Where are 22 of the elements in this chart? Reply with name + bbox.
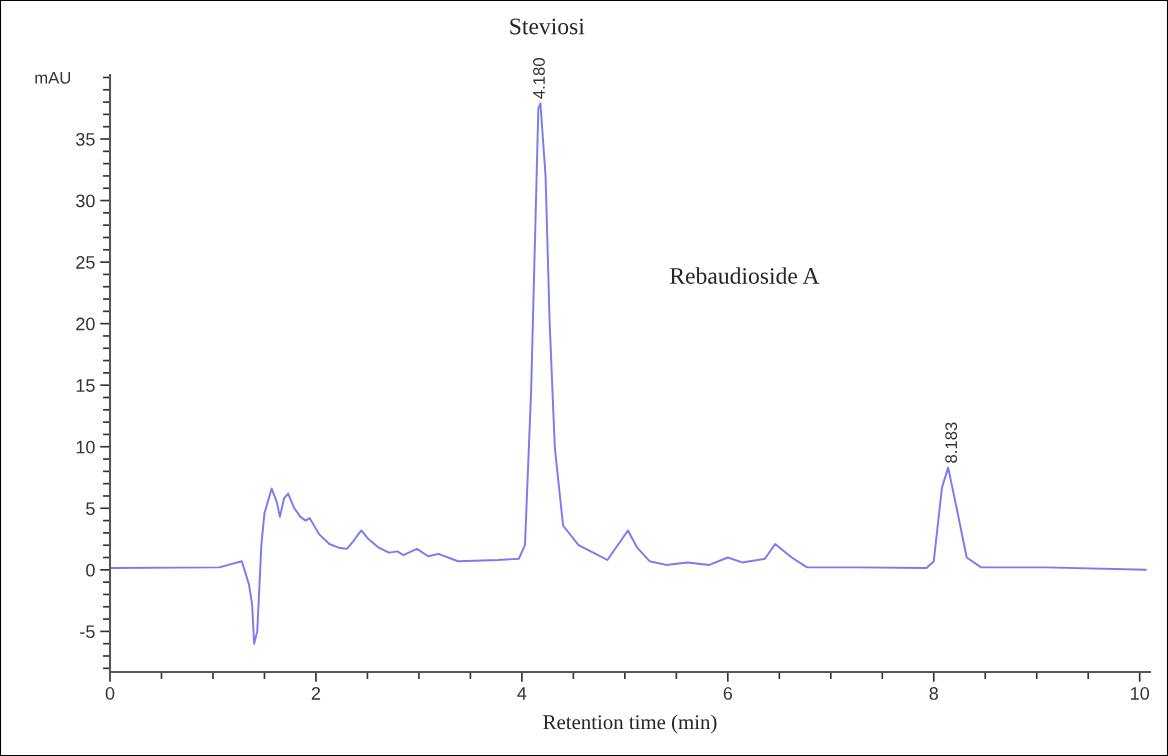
annotation: 8.183 <box>945 422 958 463</box>
y-tick-label: -5 <box>80 625 95 639</box>
y-tick-label: 0 <box>86 563 95 577</box>
y-tick-label: 30 <box>76 194 95 208</box>
y-tick-label: 10 <box>76 440 95 454</box>
y-tick-label: 35 <box>76 132 95 146</box>
y-tick-label: 5 <box>86 502 95 516</box>
y-axis-title: mAU <box>35 72 71 84</box>
x-tick-label: 4 <box>517 687 527 700</box>
x-tick-label: 0 <box>105 687 115 700</box>
annotation: 4.180 <box>533 58 545 99</box>
x-tick-label: 6 <box>723 687 733 700</box>
y-tick-label: 20 <box>76 317 95 331</box>
x-tick-label: 10 <box>1131 687 1150 700</box>
y-tick-label: 25 <box>76 256 95 269</box>
x-tick-label: 2 <box>311 687 321 700</box>
annotation: Rebaudioside A <box>669 267 820 284</box>
line-series <box>110 102 1147 645</box>
chart-title: Steviosi <box>510 18 585 35</box>
x-tick-label: 8 <box>929 687 938 700</box>
y-tick-label: 15 <box>76 379 95 392</box>
x-axis-title: Retention time (min) <box>543 714 717 734</box>
